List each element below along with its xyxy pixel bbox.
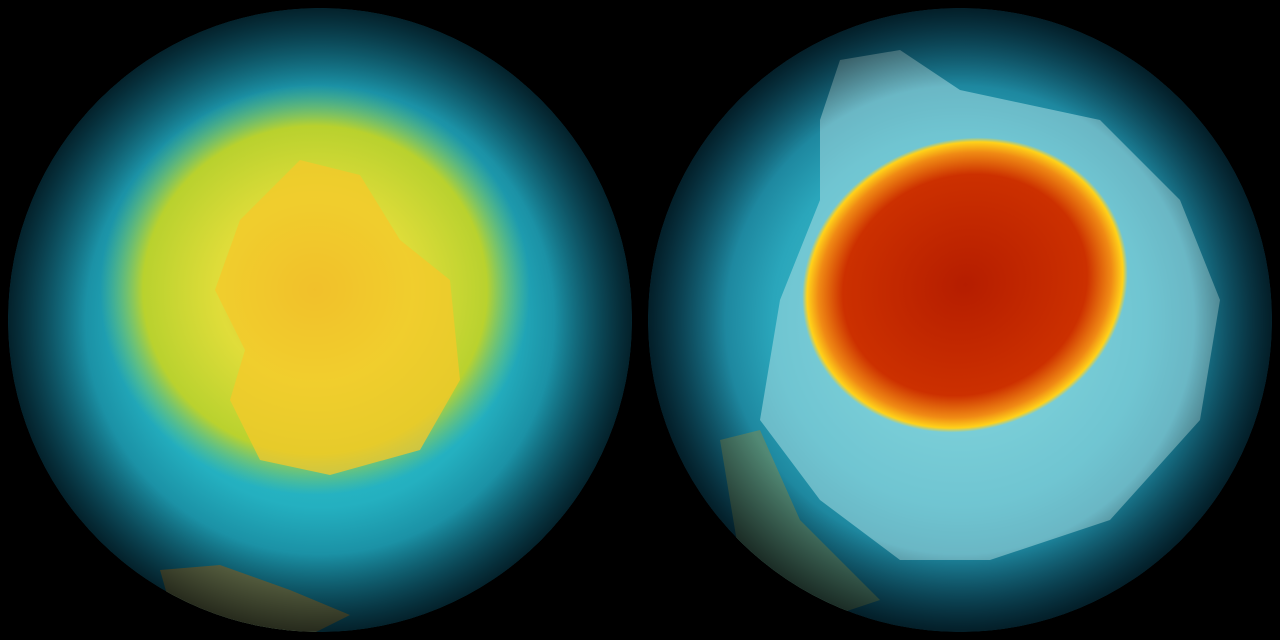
globe-left [8, 8, 632, 632]
globe-right [648, 8, 1272, 632]
